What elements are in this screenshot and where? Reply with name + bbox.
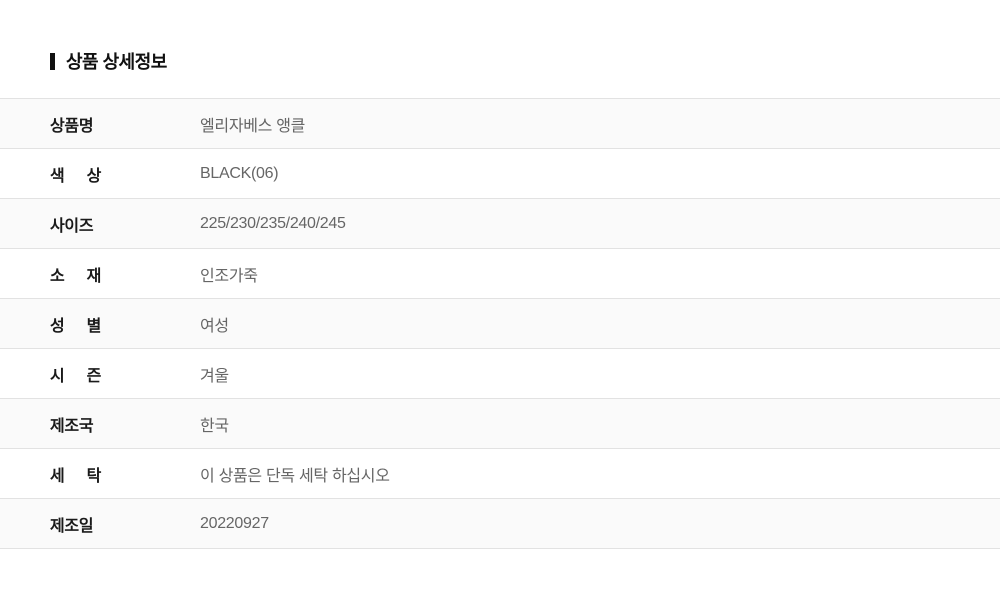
row-value: 인조가죽 xyxy=(200,267,258,285)
row-label: 색 상 xyxy=(50,167,101,185)
table-row: 색 상 BLACK(06) xyxy=(0,148,1000,198)
table-row: 사이즈 225/230/235/240/245 xyxy=(0,198,1000,248)
table-row: 제조국 한국 xyxy=(0,398,1000,448)
table-row: 상품명 엘리자베스 앵클 xyxy=(0,98,1000,148)
table-row: 소 재 인조가죽 xyxy=(0,248,1000,298)
row-label: 세 탁 xyxy=(50,467,101,485)
row-label: 제조일 xyxy=(50,517,94,535)
row-label: 소 재 xyxy=(50,267,101,285)
row-value: 225/230/235/240/245 xyxy=(200,214,346,232)
table-row: 시 즌 겨울 xyxy=(0,348,1000,398)
product-detail-table: 상품명 엘리자베스 앵클 색 상 BLACK(06) 사이즈 225/230/2… xyxy=(0,98,1000,549)
row-label: 상품명 xyxy=(50,117,94,135)
row-label: 성 별 xyxy=(50,317,101,335)
row-value: 여성 xyxy=(200,317,229,335)
row-label: 시 즌 xyxy=(50,367,101,385)
row-label: 사이즈 xyxy=(50,217,94,235)
table-row: 제조일 20220927 xyxy=(0,498,1000,548)
row-value: 한국 xyxy=(200,417,229,435)
row-value: 엘리자베스 앵클 xyxy=(200,117,306,135)
row-value: 20220927 xyxy=(200,514,269,532)
row-value: 겨울 xyxy=(200,367,229,385)
row-value: 이 상품은 단독 세탁 하십시오 xyxy=(200,467,390,485)
row-value: BLACK(06) xyxy=(200,164,279,182)
row-label: 제조국 xyxy=(50,417,94,435)
table-row: 세 탁 이 상품은 단독 세탁 하십시오 xyxy=(0,448,1000,498)
table-row: 성 별 여성 xyxy=(0,298,1000,348)
section-title-label: 상품 상세정보 xyxy=(66,52,167,72)
title-accent-bar xyxy=(50,52,55,70)
section-title: 상품 상세정보 xyxy=(50,50,1000,72)
